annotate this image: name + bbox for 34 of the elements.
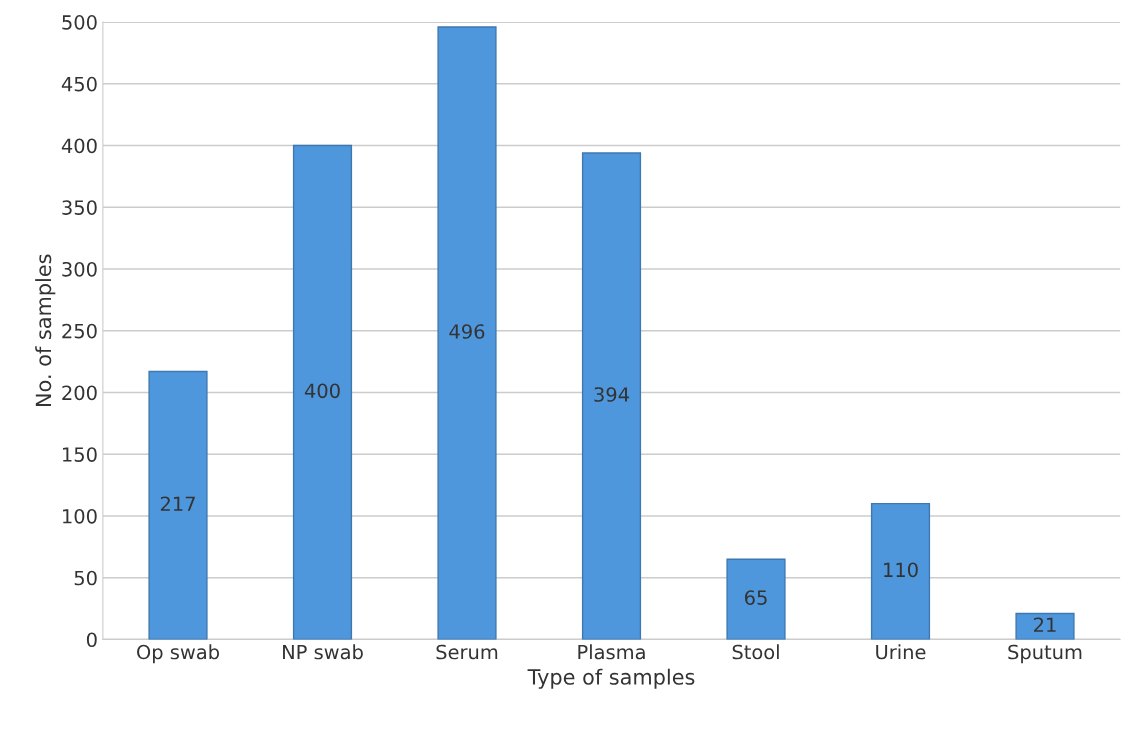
data-label: 217	[160, 496, 195, 511]
bar	[292, 144, 353, 640]
bar	[726, 558, 786, 640]
x-tick-label: Sputum	[1008, 644, 1082, 664]
y-tick-label: 0	[86, 632, 97, 648]
data-label: 496	[449, 324, 485, 339]
x-tick-label: Stool	[732, 644, 779, 660]
x-axis-title: Type of samples	[527, 668, 695, 689]
data-label: 110	[884, 562, 918, 578]
bar	[581, 152, 642, 640]
y-tick-label: 500	[62, 15, 97, 30]
y-tick-label: 100	[63, 508, 97, 524]
y-tick-label: 250	[62, 323, 97, 339]
bar	[437, 26, 497, 640]
data-label: 394	[594, 387, 629, 402]
y-tick-label: 50	[74, 570, 97, 586]
x-tick-label: NP swab	[283, 644, 363, 660]
y-tick-label: 400	[61, 138, 97, 154]
y-tick-label: 300	[62, 261, 97, 277]
y-tick-label: 200	[62, 385, 97, 401]
y-tick-label: 450	[61, 76, 97, 92]
y-tick-label: 150	[63, 447, 97, 462]
x-tick-label: Serum	[436, 644, 498, 660]
y-axis-title: No. of samples	[35, 254, 56, 406]
data-label: 21	[1034, 617, 1056, 632]
bar	[870, 502, 931, 640]
data-label: 65	[744, 590, 767, 605]
x-tick-label: Plasma	[578, 644, 645, 660]
y-tick-label: 350	[62, 200, 97, 215]
bar	[1015, 612, 1075, 640]
data-label: 400	[304, 383, 340, 399]
x-tick-label: Op swab	[137, 644, 220, 664]
x-tick-label: Urine	[876, 644, 926, 660]
bar	[148, 370, 208, 640]
